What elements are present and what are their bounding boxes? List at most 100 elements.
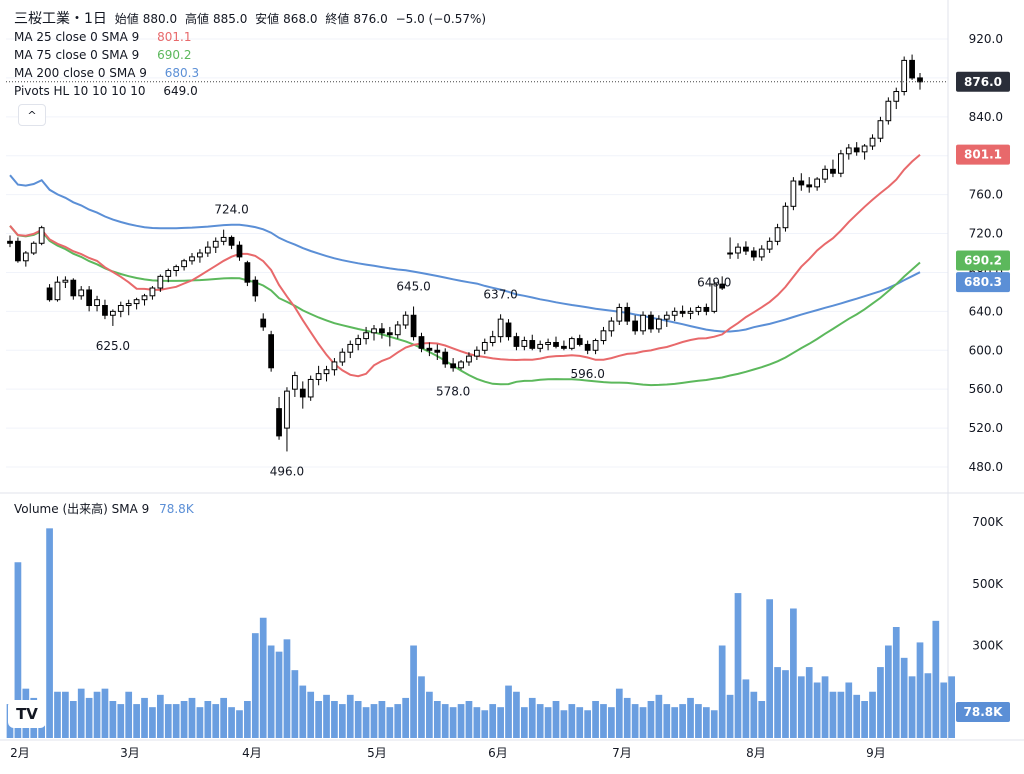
candle-body (917, 77, 923, 83)
pivot-label: 724.0 (214, 203, 248, 217)
chevron-up-icon: ^ (27, 108, 37, 122)
price-tick-label: 520.0 (969, 421, 1003, 435)
candle-body (592, 340, 599, 351)
candle-body (473, 349, 480, 357)
candle-body (893, 91, 900, 102)
volume-bar (386, 707, 394, 738)
volume-bar (900, 657, 908, 738)
volume-bar (687, 697, 694, 738)
candle-body (228, 236, 235, 246)
volume-bar (338, 704, 346, 738)
volume-bar (354, 701, 362, 738)
ohlc-row: 三桜工業・1日 始値 880.0 高値 885.0 安値 868.0 終値 876.0 … (14, 10, 490, 28)
volume-bar (141, 697, 148, 738)
ma75-legend[interactable]: MA 75 close 0 SMA 9 690.2 (14, 46, 490, 64)
volume-bar (331, 701, 338, 738)
volume-bar (647, 701, 655, 738)
candle-body (402, 314, 409, 326)
volume-bar (204, 701, 212, 738)
candle-body (766, 240, 773, 250)
candle-body (497, 318, 504, 338)
volume-bar (560, 710, 568, 738)
volume-bar (892, 627, 900, 738)
volume-bar (813, 682, 821, 738)
volume-bar (212, 704, 220, 738)
tradingview-logo-icon[interactable]: TV (8, 700, 46, 728)
volume-bar (156, 694, 164, 738)
month-label: 2月 (10, 746, 30, 760)
ma-price-label: 680.3 (964, 275, 1002, 289)
candle-body (837, 153, 844, 174)
last-price-label: 876.0 (964, 75, 1002, 89)
volume-bar (948, 676, 956, 738)
collapse-legend-button[interactable]: ^ (18, 104, 46, 126)
candle-body (46, 287, 53, 301)
volume-bar (394, 704, 402, 738)
volume-bar (69, 701, 77, 738)
high-value: 885.0 (212, 12, 248, 26)
volume-bar (54, 691, 61, 738)
volume-bar (513, 691, 520, 738)
volume-bar (164, 704, 172, 738)
ma200-value: 680.3 (164, 66, 200, 80)
volume-legend[interactable]: Volume (出来高) SMA 9 78.8K (14, 500, 194, 517)
candle-body (30, 242, 37, 254)
candle-body (212, 240, 219, 248)
ma25-legend[interactable]: MA 25 close 0 SMA 9 801.1 (14, 28, 490, 46)
volume-bar (576, 707, 584, 738)
pivots-legend[interactable]: Pivots HL 10 10 10 10 649.0 (14, 82, 490, 100)
candle-body (561, 345, 567, 349)
price-tick-label: 480.0 (969, 460, 1003, 474)
candle-body (576, 338, 583, 345)
candle-body (54, 281, 61, 301)
candle-body (339, 351, 346, 363)
volume-bar (916, 642, 924, 738)
candle-body (197, 252, 203, 258)
volume-bar (766, 599, 774, 738)
candle-body (687, 310, 694, 314)
volume-bar (837, 691, 845, 738)
low-value: 868.0 (283, 12, 318, 26)
ma-price-label-bg (956, 250, 1010, 271)
high-label: 高値 (184, 12, 209, 26)
change-value: −5.0 (−0.57%) (395, 12, 487, 26)
volume-bar (497, 707, 504, 738)
candle-body (885, 100, 892, 122)
candle-body (901, 59, 908, 93)
volume-tick-label: 300K (972, 639, 1004, 653)
candle-body (363, 332, 369, 340)
logo-text: TV (16, 705, 38, 723)
volume-bar (718, 645, 726, 738)
volume-bar (861, 701, 868, 738)
volume-bar (125, 691, 133, 738)
candle-body (806, 184, 813, 188)
candle-body (386, 332, 393, 336)
candle-body (410, 314, 417, 338)
volume-bar (584, 710, 592, 738)
symbol-title[interactable]: 三桜工業・1日 (14, 11, 107, 27)
volume-bar (710, 710, 718, 738)
candle-body (165, 270, 172, 277)
volume-bar (441, 704, 449, 738)
volume-bar (758, 701, 766, 738)
volume-bar (631, 704, 639, 738)
volume-bar (884, 645, 892, 738)
candle-body (284, 390, 290, 429)
price-tick-label: 720.0 (969, 227, 1003, 241)
candle-body (822, 168, 828, 180)
ma-price-label: 690.2 (964, 254, 1002, 268)
month-label: 8月 (746, 746, 766, 760)
candle-body (109, 310, 116, 316)
candle-body (62, 279, 69, 283)
ma200-legend[interactable]: MA 200 close 0 SMA 9 680.3 (14, 64, 490, 82)
volume-bar (845, 682, 853, 738)
candle-body (735, 246, 741, 254)
volume-bar (291, 670, 299, 738)
ma25-label: MA 25 close 0 SMA 9 (14, 30, 140, 44)
candle-body (125, 303, 132, 307)
volume-bar (220, 697, 228, 738)
month-label: 5月 (367, 746, 387, 760)
candle-body (347, 343, 354, 353)
volume-bar (251, 633, 259, 738)
